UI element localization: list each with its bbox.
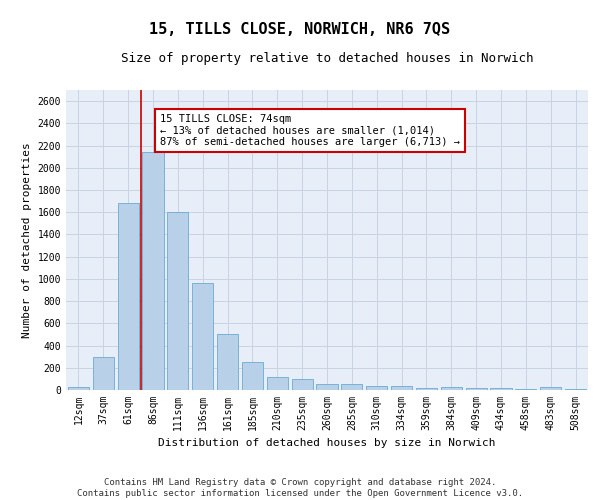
Bar (142, 152, 164, 390)
Y-axis label: Number of detached properties: Number of detached properties (22, 142, 32, 338)
Bar (192, 284, 213, 390)
Bar (366, 386, 387, 390)
Text: 15, TILLS CLOSE, NORWICH, NR6 7QS: 15, TILLS CLOSE, NORWICH, NR6 7QS (149, 22, 451, 38)
Bar (391, 386, 412, 390)
Text: 15 TILLS CLOSE: 74sqm
← 13% of detached houses are smaller (1,014)
87% of semi-d: 15 TILLS CLOSE: 74sqm ← 13% of detached … (160, 114, 460, 147)
Text: Contains HM Land Registry data © Crown copyright and database right 2024.
Contai: Contains HM Land Registry data © Crown c… (77, 478, 523, 498)
Bar (167, 212, 188, 390)
Bar (68, 387, 89, 390)
Bar (292, 379, 313, 390)
Bar (540, 386, 561, 390)
X-axis label: Distribution of detached houses by size in Norwich: Distribution of detached houses by size … (158, 438, 496, 448)
Bar (242, 362, 263, 390)
Bar (466, 388, 487, 390)
Bar (416, 388, 437, 390)
Bar (316, 384, 338, 390)
Bar (267, 376, 288, 390)
Bar (93, 356, 114, 390)
Bar (118, 204, 139, 390)
Bar (441, 386, 462, 390)
Bar (341, 384, 362, 390)
Bar (217, 334, 238, 390)
Bar (490, 388, 512, 390)
Title: Size of property relative to detached houses in Norwich: Size of property relative to detached ho… (121, 52, 533, 65)
